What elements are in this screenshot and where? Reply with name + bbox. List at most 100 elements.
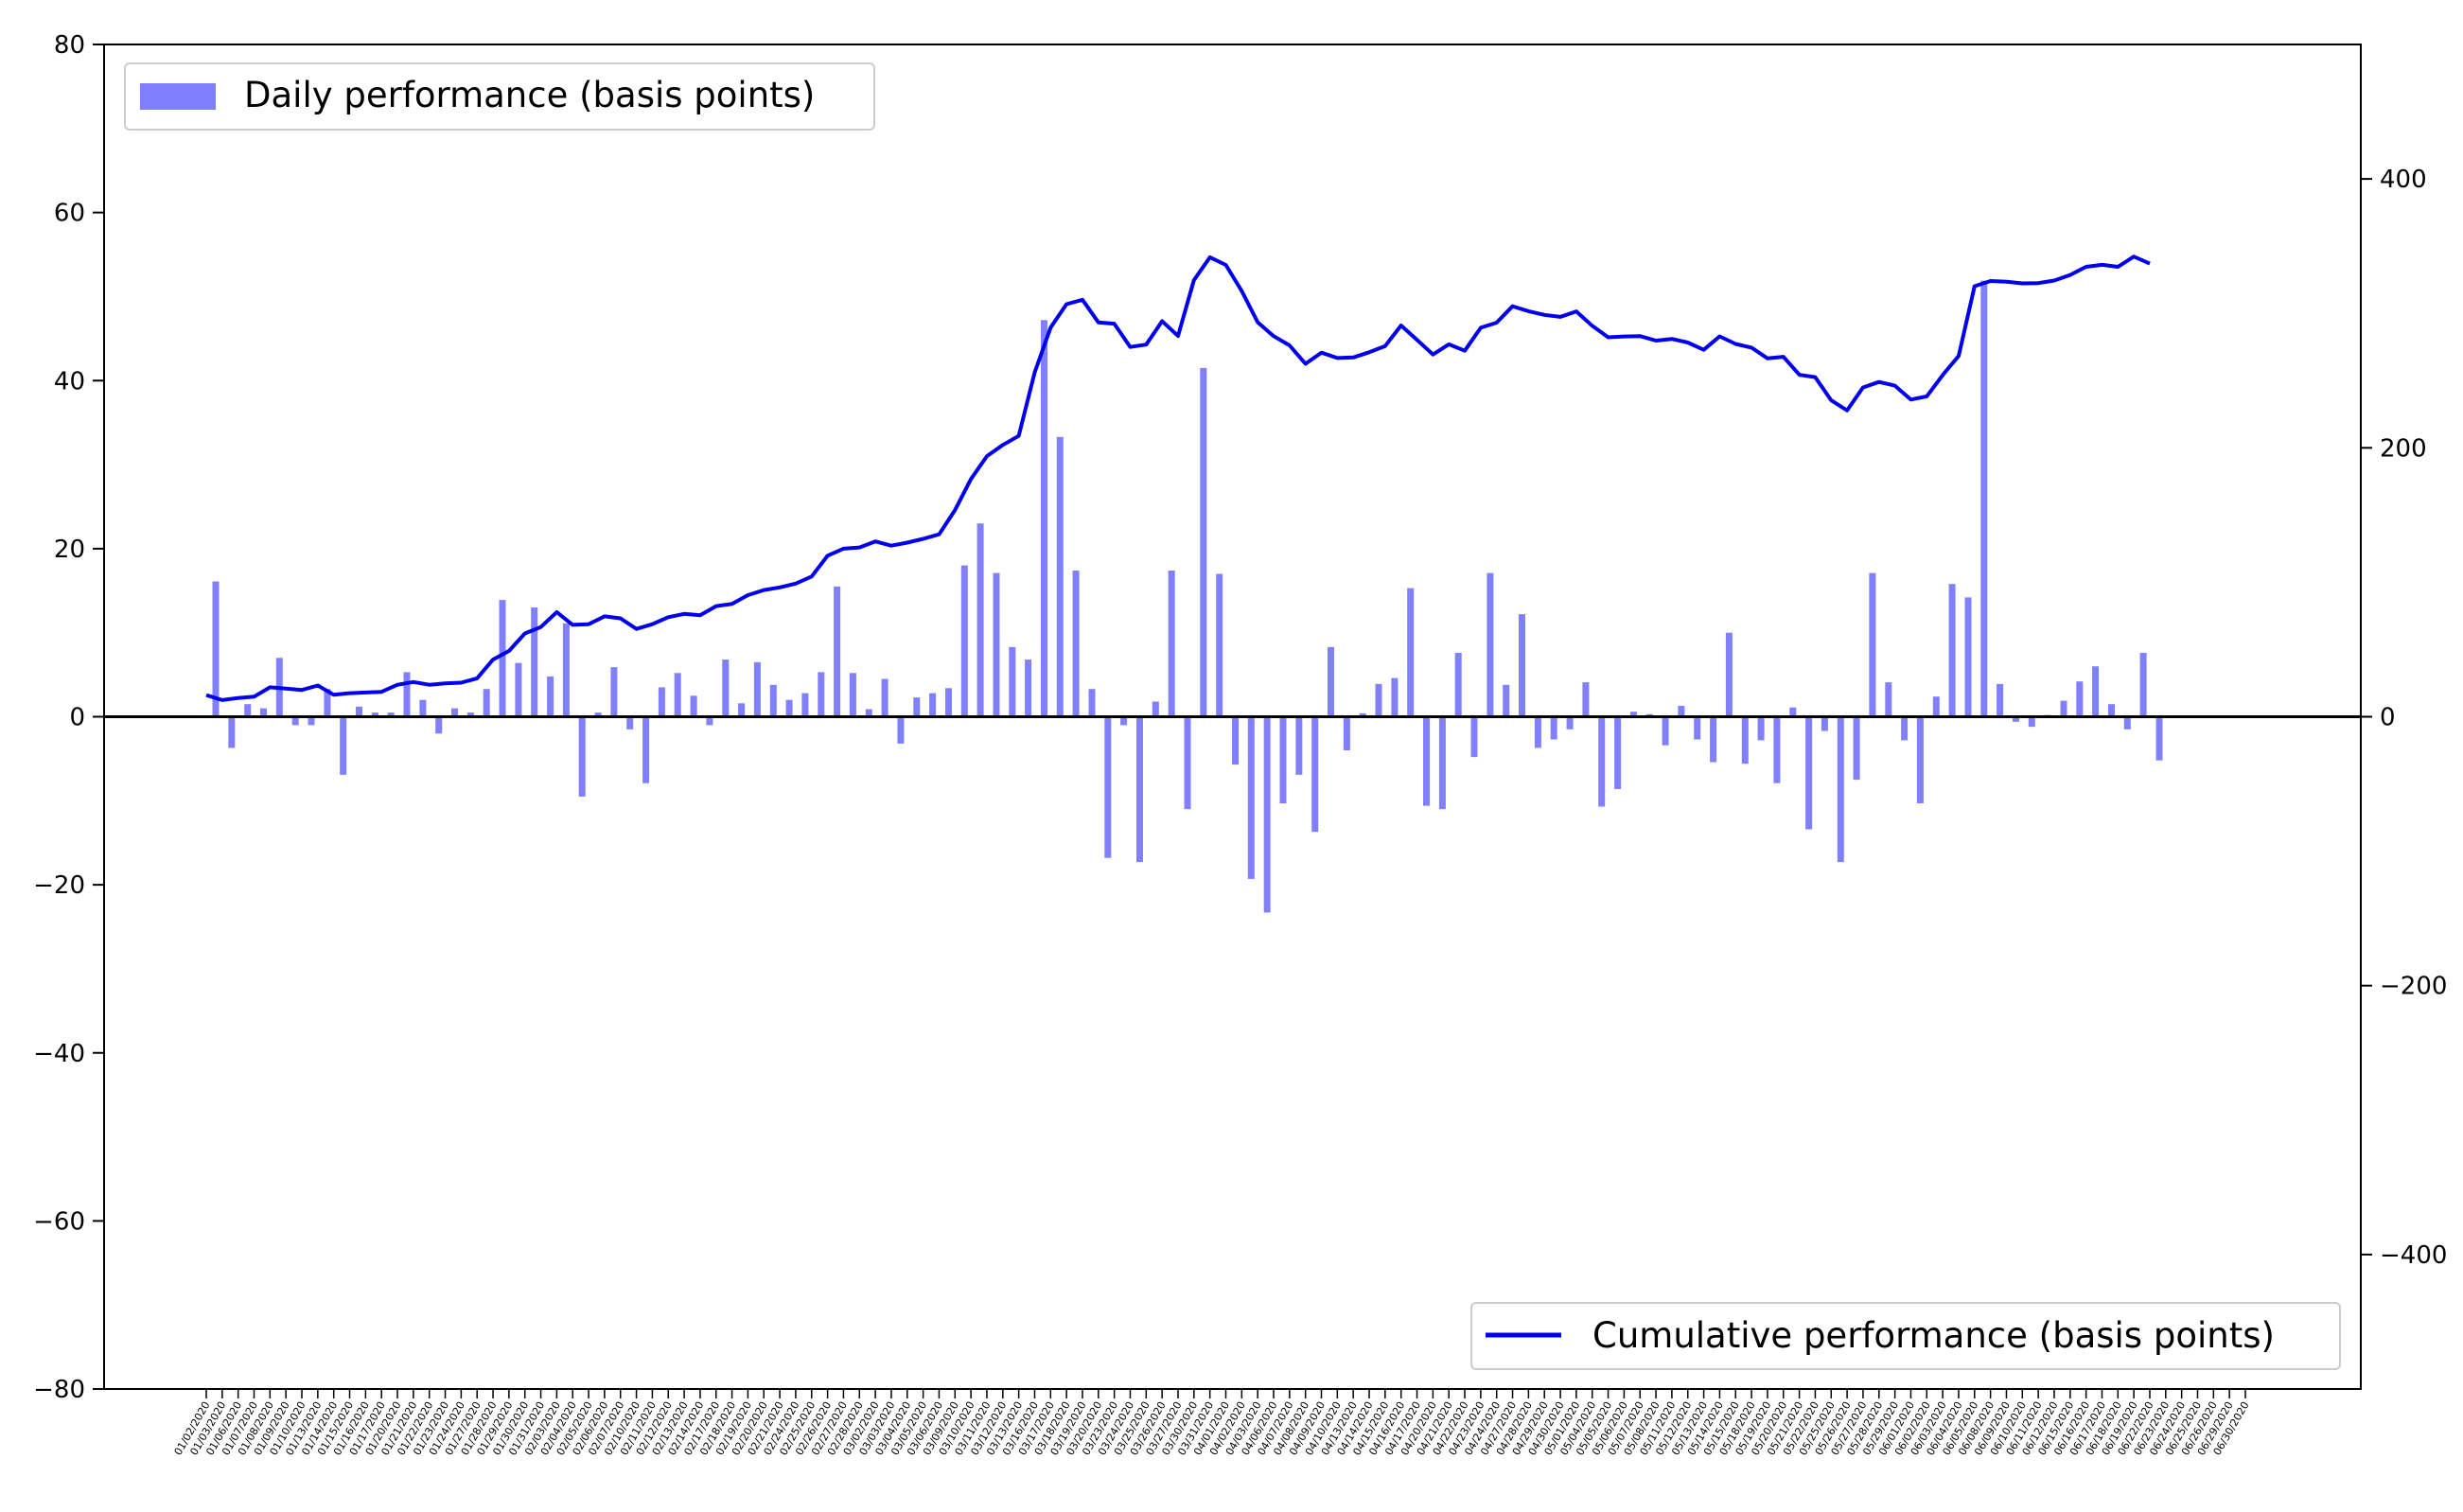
daily-bar (1821, 716, 1828, 731)
right-tick-label: 0 (2380, 704, 2396, 732)
daily-bar (642, 716, 650, 783)
daily-bar (1980, 280, 1988, 717)
daily-bar (1328, 646, 1334, 717)
daily-bar (1964, 597, 1972, 717)
daily-bar (690, 695, 697, 717)
daily-bar (738, 703, 746, 717)
daily-bar (324, 689, 331, 717)
daily-bar (2139, 653, 2147, 717)
daily-bar (1295, 716, 1303, 775)
daily-bar (562, 623, 570, 717)
daily-bar (228, 716, 236, 748)
daily-bar (1948, 584, 1956, 717)
daily-bar (626, 716, 634, 730)
legend-daily-box (124, 62, 875, 131)
daily-bar (769, 684, 777, 717)
right-y-axis: −400 −200 0 200 400 (2361, 166, 2447, 1270)
daily-bar (1725, 632, 1733, 717)
daily-bar (658, 687, 665, 717)
right-tick-label: 400 (2380, 166, 2427, 194)
daily-bar (674, 673, 681, 717)
daily-bar (849, 673, 856, 717)
daily-bar (499, 600, 506, 717)
left-tick-label: 60 (54, 200, 85, 228)
daily-bar (1072, 571, 1080, 717)
left-tick-label: −20 (33, 871, 85, 900)
daily-bar (1853, 716, 1860, 781)
daily-bar (1407, 588, 1415, 717)
daily-bar (483, 689, 490, 717)
daily-bar (722, 659, 730, 717)
daily-bar (960, 565, 968, 717)
daily-bar (403, 672, 411, 717)
daily-bar (1534, 716, 1541, 748)
daily-bar (801, 693, 809, 717)
daily-bar (1184, 716, 1191, 810)
left-tick-label: 20 (54, 536, 85, 564)
daily-bar (1391, 677, 1399, 717)
daily-bar (1120, 716, 1128, 726)
daily-bar (2155, 716, 2163, 761)
daily-bar (1503, 684, 1510, 717)
daily-bar (1025, 659, 1032, 717)
daily-bar (1311, 716, 1319, 833)
daily-bar (212, 581, 220, 717)
daily-bar (1454, 653, 1462, 717)
daily-bar (531, 607, 538, 717)
daily-bar (1470, 716, 1478, 758)
daily-bar (1901, 716, 1909, 741)
daily-bar (945, 688, 952, 717)
daily-bar (1678, 706, 1685, 717)
daily-bar (340, 716, 347, 775)
daily-bar (371, 712, 378, 717)
daily-bar (706, 716, 713, 726)
daily-bar (929, 693, 937, 717)
daily-bar (1279, 716, 1287, 803)
daily-bar (1997, 683, 2004, 717)
daily-bar (1009, 646, 1016, 717)
daily-bar (818, 672, 825, 717)
daily-bar (1247, 716, 1255, 879)
daily-bar (2108, 704, 2115, 717)
right-tick-label: 200 (2380, 434, 2427, 463)
legend-daily-swatch (140, 83, 216, 110)
left-tick-label: 0 (69, 704, 85, 732)
daily-bar (913, 697, 921, 717)
daily-bar (356, 706, 362, 717)
daily-bar (2123, 716, 2131, 730)
cumulative-line-group (205, 255, 2151, 702)
daily-bar (1916, 716, 1924, 803)
daily-bar (1375, 683, 1382, 717)
daily-bar (1837, 716, 1844, 863)
daily-bar (1805, 716, 1813, 830)
daily-bar (578, 716, 586, 797)
daily-bar (594, 712, 602, 717)
daily-bar (435, 716, 443, 734)
daily-bar (1088, 689, 1096, 717)
daily-bar (2092, 666, 2100, 717)
daily-bar (1598, 716, 1606, 807)
legend-daily-label: Daily performance (basis points) (244, 75, 815, 115)
daily-bar (1614, 716, 1622, 789)
daily-bar (1487, 572, 1494, 717)
daily-bar (1438, 716, 1446, 810)
right-tick-label: −200 (2380, 973, 2447, 1001)
daily-bar (1359, 712, 1366, 717)
daily-bar (1200, 367, 1207, 717)
daily-bar (1885, 682, 1892, 717)
daily-bar (1773, 716, 1781, 783)
daily-bar (993, 572, 1000, 717)
left-tick-label: −80 (33, 1376, 85, 1404)
daily-bar (976, 523, 984, 717)
legend-cumulative-box (1470, 1302, 2341, 1370)
left-tick-label: 80 (54, 31, 85, 60)
legend-cumulative: Cumulative performance (basis points) (1470, 1302, 2341, 1370)
daily-bar (610, 667, 618, 717)
daily-bar (1629, 712, 1637, 717)
daily-bar (1263, 716, 1271, 913)
legend-daily: Daily performance (basis points) (124, 62, 875, 131)
daily-bar (881, 678, 888, 717)
left-tick-label: −40 (33, 1040, 85, 1068)
daily-bar (1789, 707, 1797, 717)
